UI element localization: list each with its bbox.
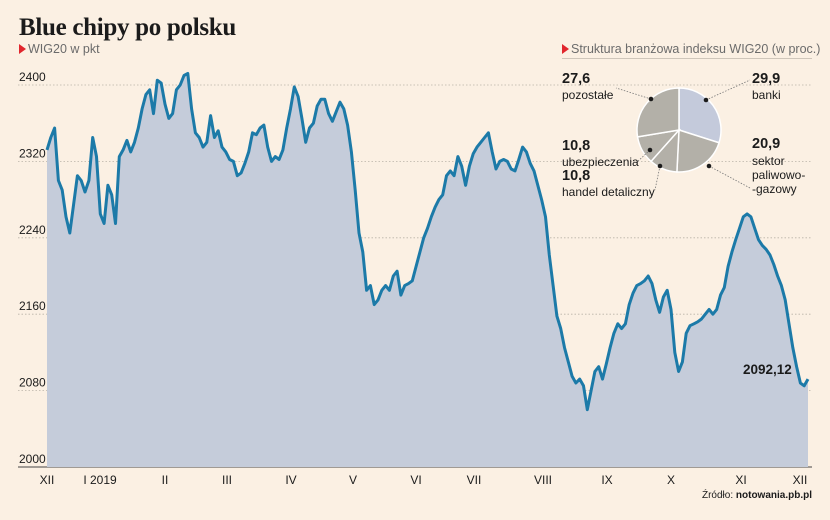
pie-label-pozostale: pozostałe: [562, 88, 614, 102]
x-tick-label: V: [349, 473, 357, 487]
x-tick-label: VI: [410, 473, 421, 487]
x-tick-label: XI: [735, 473, 746, 487]
x-tick-label: XII: [793, 473, 808, 487]
x-tick-label: XII: [40, 473, 55, 487]
pie-value-handel: 10,8: [562, 168, 591, 184]
chart-title: Blue chipy po polsku: [19, 14, 237, 41]
x-tick-label: III: [222, 473, 232, 487]
series-line: [45, 72, 810, 412]
subtitle-left-text: WIG20 w pkt: [28, 42, 100, 56]
pie-leader-dot: [703, 97, 709, 103]
pie-leader-line: [615, 87, 652, 100]
pie-leader-line: [654, 165, 661, 191]
pie-label-handel: handel detaliczny: [562, 185, 655, 199]
y-tick-label: 2000: [19, 452, 46, 466]
triangle-marker-icon: [562, 44, 569, 54]
pie-leader-line: [708, 165, 751, 189]
source-note: Źródło: notowania.pb.pl: [702, 490, 812, 501]
x-tick-label: II: [162, 473, 169, 487]
pie-leader-dot: [657, 163, 663, 169]
pie-leader-line: [705, 79, 751, 101]
pie-value-pozostale: 27,6: [562, 71, 591, 87]
pie-slice: [636, 87, 680, 138]
pie-leader-dot: [706, 163, 712, 169]
subtitle-right-text: Struktura branżowa indeksu WIG20 (w proc…: [571, 42, 821, 56]
x-tick-label: X: [667, 473, 675, 487]
area-fill: [47, 73, 808, 467]
pie-leader-dot: [647, 147, 653, 153]
x-tick-label: IX: [601, 473, 612, 487]
y-tick-label: 2080: [19, 376, 46, 390]
subtitle-divider: [562, 58, 812, 59]
y-tick-label: 2160: [19, 299, 46, 313]
pie-label-ubezpieczenia: ubezpieczenia: [562, 155, 639, 169]
pie-label-banki: banki: [752, 88, 781, 102]
x-tick-label: I 2019: [83, 473, 117, 487]
pie-label-paliwa-3: -gazowy: [752, 182, 797, 196]
pie-leader-line: [635, 149, 651, 164]
source-name: notowania.pb.pl: [735, 490, 812, 501]
y-tick-label: 2400: [19, 70, 46, 84]
x-tick-label: VIII: [534, 473, 552, 487]
pie-value-paliwa: 20,9: [752, 136, 781, 152]
source-prefix: Źródło:: [701, 490, 736, 501]
last-value-label: 2092,12: [743, 362, 792, 377]
subtitle-wig20: WIG20 w pkt: [19, 42, 100, 56]
pie-label-paliwa-1: sektor: [752, 154, 785, 168]
pie-slice: [678, 87, 722, 144]
x-tick-label: IV: [285, 473, 296, 487]
pie-label-paliwa-2: paliwowo-: [752, 168, 806, 182]
pie-slice: [676, 128, 720, 173]
triangle-marker-icon: [19, 44, 26, 54]
y-tick-label: 2320: [19, 146, 46, 160]
pie-value-banki: 29,9: [752, 71, 781, 87]
x-tick-label: VII: [467, 473, 482, 487]
pie-value-ubezpieczenia: 10,8: [562, 138, 591, 154]
y-tick-label: 2240: [19, 223, 46, 237]
subtitle-structure: Struktura branżowa indeksu WIG20 (w proc…: [562, 42, 820, 56]
pie-leader-dot: [648, 96, 654, 102]
